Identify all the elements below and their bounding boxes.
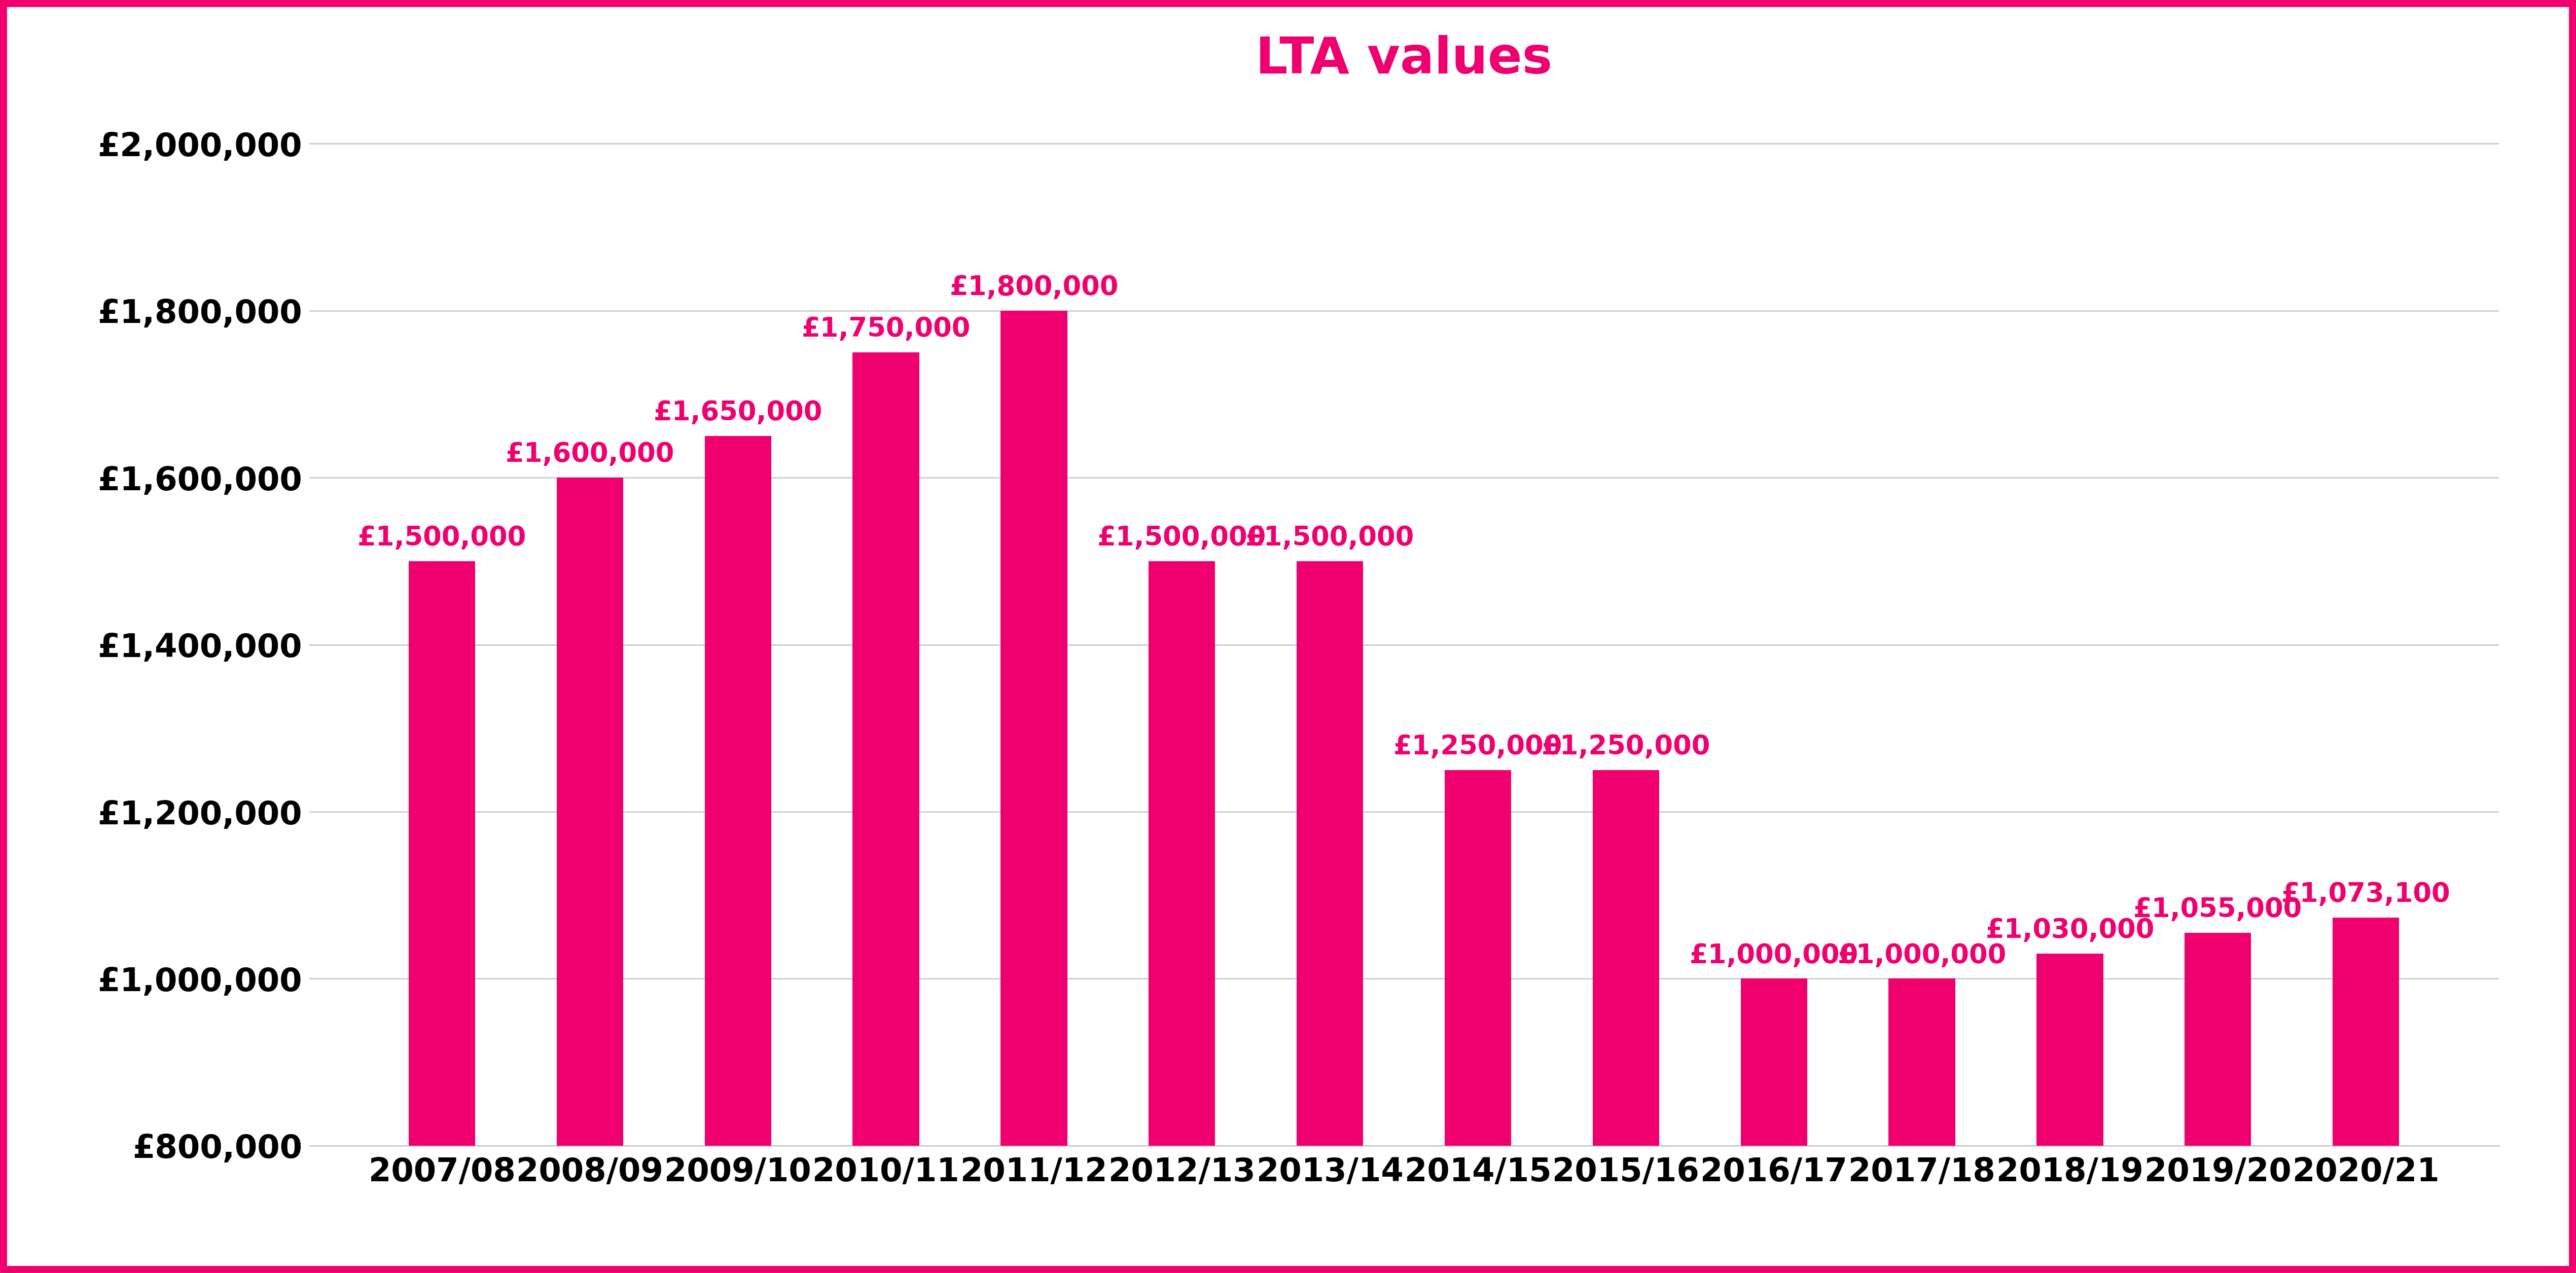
Bar: [2184, 933, 2251, 1273]
Text: £1,000,000: £1,000,000: [1690, 942, 1857, 969]
Text: £1,800,000: £1,800,000: [951, 274, 1118, 300]
Bar: [556, 477, 623, 1273]
Bar: [1149, 561, 1216, 1273]
Text: £1,500,000: £1,500,000: [358, 524, 526, 551]
Text: £1,600,000: £1,600,000: [505, 442, 675, 467]
Text: £1,250,000: £1,250,000: [1394, 733, 1564, 760]
Bar: [706, 435, 770, 1273]
Bar: [1888, 979, 1955, 1273]
Text: £1,000,000: £1,000,000: [1837, 942, 2007, 969]
Text: £1,055,000: £1,055,000: [2133, 896, 2303, 923]
Text: £1,750,000: £1,750,000: [801, 316, 971, 342]
Bar: [2038, 953, 2102, 1273]
Title: LTA values: LTA values: [1255, 36, 1553, 84]
Bar: [1741, 979, 1808, 1273]
Bar: [1296, 561, 1363, 1273]
Bar: [1592, 770, 1659, 1273]
Text: £1,030,000: £1,030,000: [1986, 918, 2154, 943]
Text: £1,250,000: £1,250,000: [1540, 733, 1710, 760]
Bar: [2334, 918, 2398, 1273]
Bar: [999, 311, 1066, 1273]
Text: £1,500,000: £1,500,000: [1097, 524, 1267, 551]
Text: £1,650,000: £1,650,000: [654, 400, 822, 426]
Bar: [410, 561, 474, 1273]
Bar: [1445, 770, 1512, 1273]
Bar: [853, 353, 920, 1273]
Text: £1,500,000: £1,500,000: [1244, 524, 1414, 551]
Text: £1,073,100: £1,073,100: [2282, 881, 2450, 908]
